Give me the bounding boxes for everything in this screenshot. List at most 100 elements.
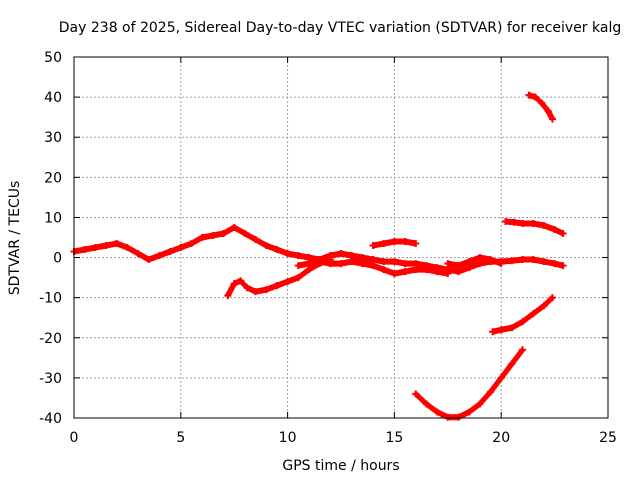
series-track-main	[70, 223, 567, 276]
data-point	[497, 260, 505, 268]
data-point	[390, 258, 398, 266]
series-track-top	[525, 91, 556, 123]
data-point	[444, 413, 452, 421]
y-tick-label: -40	[39, 411, 62, 427]
data-point	[166, 248, 174, 256]
data-point	[91, 244, 99, 252]
data-point	[358, 260, 366, 268]
data-point	[262, 286, 270, 294]
x-tick-label: 10	[279, 430, 297, 446]
data-point	[476, 400, 484, 408]
chart-title: Day 238 of 2025, Sidereal Day-to-day VTE…	[59, 20, 621, 36]
data-point	[551, 260, 559, 268]
data-point	[284, 278, 292, 286]
data-point	[284, 250, 292, 258]
data-point	[358, 254, 366, 262]
data-point	[444, 260, 452, 268]
data-point	[326, 256, 334, 264]
x-tick-label: 5	[176, 430, 185, 446]
series-track-bump	[369, 238, 420, 250]
data-point	[273, 282, 281, 290]
data-point	[177, 244, 185, 252]
data-point	[369, 242, 377, 250]
data-point	[529, 256, 537, 264]
data-point	[252, 288, 260, 296]
data-point	[241, 229, 249, 237]
data-point	[540, 302, 548, 310]
data-point	[422, 266, 430, 274]
data-point	[433, 268, 441, 276]
data-point	[337, 250, 345, 258]
data-point	[123, 244, 131, 252]
data-point	[348, 252, 356, 260]
axis-ticks: 0 5 10 15 20 25 -40 -30 -20 -10 0 10 20 30 40 50	[39, 50, 617, 446]
data-point	[454, 268, 462, 276]
data-point	[487, 388, 495, 396]
data-points	[70, 91, 567, 421]
data-point	[508, 257, 516, 265]
data-point	[444, 270, 452, 278]
data-point	[508, 360, 516, 368]
data-point	[412, 266, 420, 274]
data-point	[465, 264, 473, 272]
x-tick-label: 0	[70, 430, 79, 446]
data-point	[401, 268, 409, 276]
data-point	[113, 240, 121, 248]
data-point	[454, 262, 462, 270]
data-point	[412, 240, 420, 248]
data-point	[531, 93, 539, 101]
y-tick-label: 0	[53, 251, 62, 267]
data-point	[465, 408, 473, 416]
series-track-cluster	[444, 254, 505, 270]
data-point	[544, 107, 552, 115]
y-tick-label: 10	[44, 210, 62, 226]
data-point	[369, 256, 377, 264]
data-point	[454, 413, 462, 421]
data-point	[155, 252, 163, 260]
data-point	[145, 256, 153, 264]
data-point	[294, 262, 302, 270]
data-point	[465, 258, 473, 266]
x-tick-label: 15	[385, 430, 403, 446]
data-point	[476, 254, 484, 262]
data-point	[348, 258, 356, 266]
data-point	[209, 231, 217, 239]
data-point	[529, 310, 537, 318]
data-point	[540, 258, 548, 266]
data-point	[501, 217, 509, 225]
data-point	[220, 229, 228, 237]
data-point	[380, 266, 388, 274]
data-point	[401, 260, 409, 268]
data-point	[316, 260, 324, 268]
series-track-upper-right	[501, 217, 567, 237]
y-tick-label: -30	[39, 371, 62, 387]
data-point	[559, 229, 567, 237]
data-point	[476, 260, 484, 268]
data-point	[519, 346, 527, 354]
y-tick-label: 20	[44, 170, 62, 186]
data-point	[551, 225, 559, 233]
data-point	[294, 274, 302, 282]
y-axis-label: SDTVAR / TECUs	[7, 181, 23, 296]
y-tick-label: 40	[44, 90, 62, 106]
y-tick-label: 30	[44, 130, 62, 146]
data-point	[390, 270, 398, 278]
x-tick-label: 20	[492, 430, 510, 446]
plot-frame	[73, 56, 609, 419]
data-point	[519, 318, 527, 326]
data-point	[380, 258, 388, 266]
data-point	[548, 115, 556, 123]
data-point	[224, 292, 232, 300]
y-tick-label: 50	[44, 50, 62, 66]
data-point	[102, 242, 110, 250]
data-point	[252, 236, 260, 244]
data-point	[369, 262, 377, 270]
data-point	[538, 99, 546, 107]
x-tick-label: 25	[599, 430, 617, 446]
data-point	[489, 328, 497, 336]
data-point	[390, 238, 398, 246]
data-point	[262, 242, 270, 250]
